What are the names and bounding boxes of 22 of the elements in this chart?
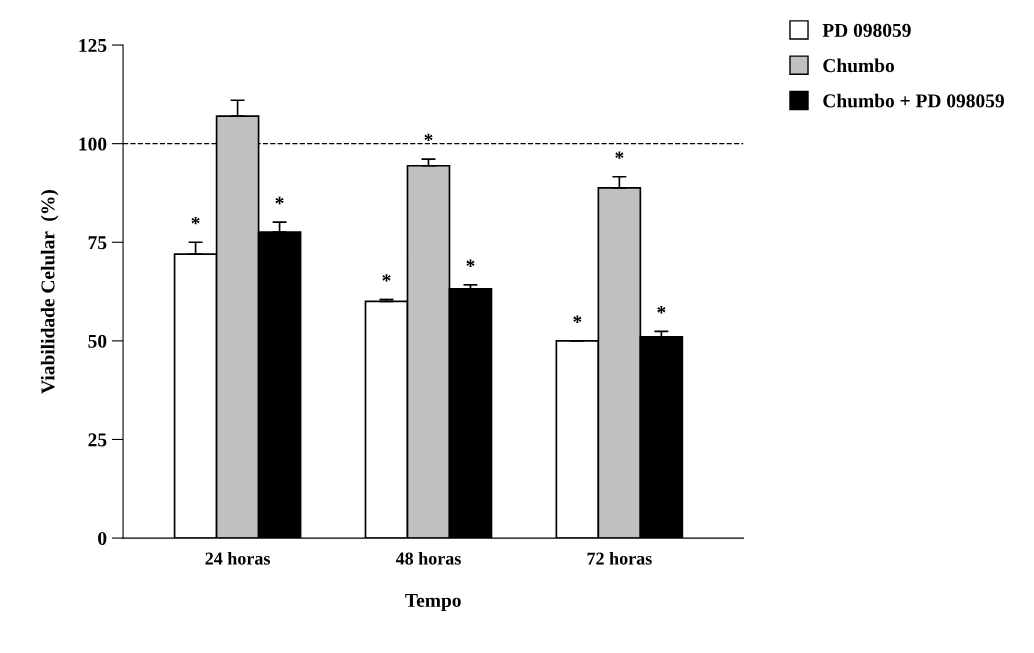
data-label: * bbox=[657, 306, 666, 314]
data-label: * bbox=[466, 259, 475, 267]
legend-label: PD 098059 bbox=[822, 23, 911, 37]
legend-label: Chumbo + PD 098059 bbox=[823, 93, 1004, 108]
x-tick-label: 24 horas bbox=[205, 551, 270, 565]
x-tick-label: 48 horas bbox=[395, 551, 461, 565]
data-label: * bbox=[191, 216, 200, 225]
x-tick-label: 72 horas bbox=[587, 551, 652, 565]
data-label: * bbox=[615, 151, 624, 159]
y-tick-label: 0 bbox=[98, 531, 107, 546]
y-tick-label: 25 bbox=[88, 433, 107, 447]
data-label: * bbox=[275, 196, 284, 205]
x-axis-title: Tempo bbox=[405, 594, 461, 611]
legend-label: Chumbo bbox=[823, 58, 894, 73]
y-axis-title: Viabilidade Celular (%) bbox=[40, 190, 59, 394]
y-tick-label: 75 bbox=[88, 236, 107, 250]
data-label: * bbox=[573, 315, 582, 323]
y-tick-label: 50 bbox=[88, 334, 107, 348]
data-label: * bbox=[382, 274, 391, 282]
y-tick-label: 100 bbox=[79, 137, 107, 151]
y-tick-label: 125 bbox=[79, 38, 107, 52]
data-label: * bbox=[424, 133, 433, 142]
